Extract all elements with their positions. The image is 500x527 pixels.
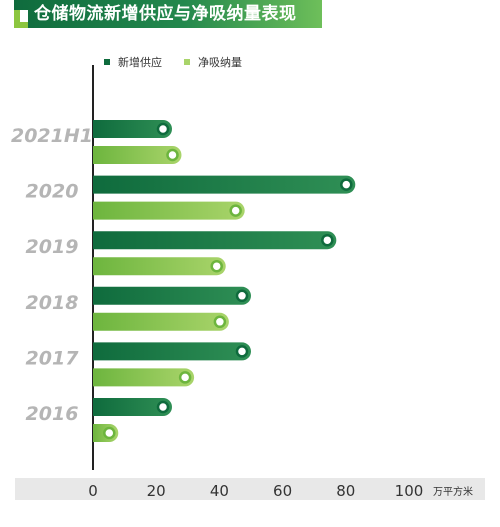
bar-net-absorption-end-cap — [210, 259, 223, 273]
bar-new-supply — [93, 120, 172, 138]
legend-item-supply: 新增供应 — [104, 54, 162, 70]
x-axis-unit: 万平方米 — [433, 485, 473, 498]
legend-label-absorption: 净吸纳量 — [198, 56, 242, 69]
category-label: 2020 — [26, 181, 79, 203]
x-tick-label: 80 — [336, 482, 355, 500]
category-label: 2019 — [26, 236, 79, 258]
category-label: 2018 — [26, 292, 79, 314]
legend-item-absorption: 净吸纳量 — [184, 54, 242, 70]
bar-net-absorption — [93, 312, 229, 331]
bar-net-absorption — [93, 201, 245, 220]
category-label: 2017 — [26, 347, 80, 369]
category-label: 2016 — [26, 403, 79, 425]
bar-net-absorption — [93, 257, 226, 276]
bar-new-supply-end-cap — [235, 289, 249, 303]
bar-net-absorption-end-cap — [103, 426, 116, 440]
x-tick-label: 40 — [210, 482, 229, 500]
bar-new-supply — [93, 231, 337, 250]
bar-net-absorption-end-cap — [178, 371, 192, 384]
bar-new-supply-end-cap — [235, 345, 249, 358]
bar-new-supply-end-cap — [340, 178, 353, 191]
bar-new-supply — [93, 286, 251, 305]
bar-new-supply-end-cap — [156, 122, 170, 136]
bar-new-supply-end-cap — [156, 400, 170, 414]
bar-net-absorption — [93, 146, 182, 164]
legend-label-supply: 新增供应 — [118, 56, 162, 69]
chart-title: 仓储物流新增供应与净吸纳量表现 — [34, 4, 297, 24]
x-tick-label: 60 — [273, 482, 292, 500]
bar-net-absorption-end-cap — [229, 204, 242, 217]
bar-net-absorption-end-cap — [213, 315, 227, 329]
legend-swatch-absorption — [184, 59, 190, 65]
x-axis-band — [15, 478, 485, 500]
bar-net-absorption-end-cap — [166, 148, 179, 162]
category-label: 2021H1 — [11, 125, 93, 147]
bar-new-supply — [93, 175, 356, 194]
title-corner-mark — [14, 10, 28, 28]
x-tick-label: 0 — [88, 482, 98, 500]
bar-net-absorption — [93, 368, 195, 387]
legend-swatch-supply — [104, 59, 110, 65]
bar-new-supply — [93, 398, 172, 416]
title-banner — [14, 0, 322, 28]
legend: 新增供应 净吸纳量 — [104, 54, 242, 70]
x-tick-label: 100 — [395, 482, 424, 500]
bar-new-supply — [93, 342, 251, 361]
x-tick-label: 20 — [147, 482, 166, 500]
bar-new-supply-end-cap — [321, 233, 334, 247]
